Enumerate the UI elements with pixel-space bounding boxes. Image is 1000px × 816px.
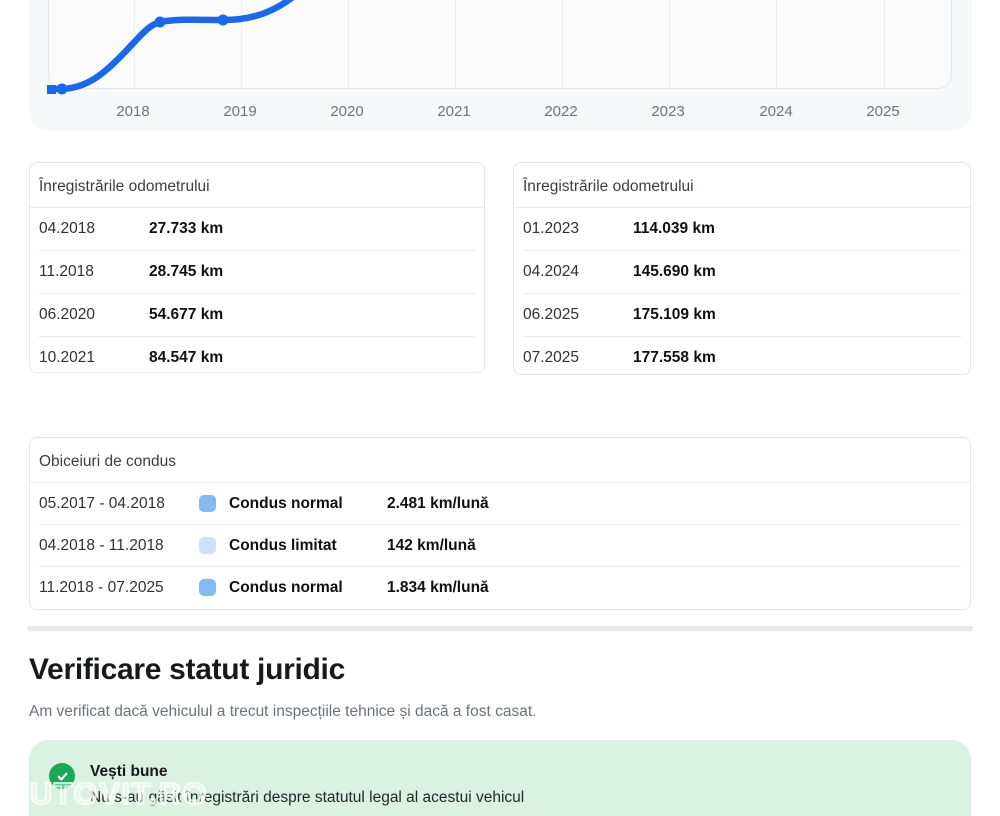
gridline bbox=[348, 0, 349, 88]
odometer-km: 54.677 km bbox=[149, 306, 224, 323]
chart-marker-start bbox=[47, 85, 56, 94]
odometer-km: 84.547 km bbox=[149, 349, 224, 366]
odometer-records-card-2: Înregistrările odometrului 01.2023 114.0… bbox=[513, 162, 971, 375]
odometer-row: 10.2021 84.547 km bbox=[39, 337, 475, 379]
habit-value: 2.481 km/lună bbox=[387, 494, 489, 512]
odometer-date: 07.2025 bbox=[523, 349, 580, 366]
habit-value: 1.834 km/lună bbox=[387, 578, 489, 596]
gridline bbox=[776, 0, 777, 88]
odometer-line bbox=[47, 0, 295, 95]
gridline bbox=[669, 0, 670, 88]
odometer-row: 06.2020 54.677 km bbox=[39, 294, 475, 337]
x-tick-label: 2024 bbox=[759, 103, 793, 120]
banner-title: Vești bune bbox=[90, 763, 168, 780]
chart-line bbox=[47, 0, 295, 93]
driving-habits-card: Obiceiuri de condus 05.2017 - 04.2018 Co… bbox=[29, 437, 971, 610]
x-tick-label: 2021 bbox=[437, 103, 471, 120]
odometer-chart: 2018 2019 2020 2021 2022 2023 2024 2025 bbox=[29, 0, 972, 131]
legal-section-title: Verificare statut juridic bbox=[29, 653, 345, 686]
chart-marker bbox=[154, 16, 166, 28]
odometer-date: 06.2025 bbox=[523, 306, 580, 323]
odometer-km: 28.745 km bbox=[149, 263, 224, 280]
odometer-date: 06.2020 bbox=[39, 306, 96, 323]
odometer-date: 10.2021 bbox=[39, 349, 96, 366]
odometer-row: 04.2024 145.690 km bbox=[523, 251, 961, 294]
odometer-records-card-1: Înregistrările odometrului 04.2018 27.73… bbox=[29, 162, 485, 373]
habit-color-swatch bbox=[199, 537, 216, 554]
legal-section-subtitle: Am verificat dacă vehiculul a trecut ins… bbox=[29, 703, 537, 720]
habit-period: 11.2018 - 07.2025 bbox=[39, 578, 164, 596]
gridline bbox=[884, 0, 885, 88]
odometer-km: 27.733 km bbox=[149, 220, 224, 237]
odometer-date: 04.2018 bbox=[39, 220, 96, 237]
x-tick-label: 2018 bbox=[116, 103, 150, 120]
card-title: Obiceiuri de condus bbox=[30, 438, 970, 483]
autovit-watermark: AUTOVIT.RO bbox=[5, 775, 209, 812]
habit-period: 05.2017 - 04.2018 bbox=[39, 494, 165, 512]
chart-marker bbox=[56, 83, 68, 95]
habit-row: 11.2018 - 07.2025 Condus normal 1.834 km… bbox=[39, 567, 961, 608]
odometer-row: 11.2018 28.745 km bbox=[39, 251, 475, 294]
habit-row: 05.2017 - 04.2018 Condus normal 2.481 km… bbox=[39, 483, 961, 525]
odometer-km: 114.039 km bbox=[633, 220, 715, 237]
card-title: Înregistrările odometrului bbox=[30, 163, 484, 208]
gridline bbox=[241, 0, 242, 88]
odometer-km: 145.690 km bbox=[633, 263, 716, 280]
chart-marker bbox=[217, 14, 229, 26]
gridline bbox=[562, 0, 563, 88]
card-title: Înregistrările odometrului bbox=[514, 163, 970, 208]
x-tick-label: 2023 bbox=[651, 103, 685, 120]
habit-row: 04.2018 - 11.2018 Condus limitat 142 km/… bbox=[39, 525, 961, 567]
odometer-date: 04.2024 bbox=[523, 263, 580, 280]
odometer-row: 01.2023 114.039 km bbox=[523, 208, 961, 251]
habit-label: Condus normal bbox=[229, 494, 343, 512]
good-news-banner: Vești bune Nu s-au găsit înregistrări de… bbox=[29, 740, 971, 816]
x-tick-label: 2022 bbox=[544, 103, 578, 120]
chart-plot-area bbox=[47, 0, 952, 95]
odometer-row: 07.2025 177.558 km bbox=[523, 337, 961, 379]
x-tick-label: 2025 bbox=[866, 103, 900, 120]
x-tick-label: 2019 bbox=[223, 103, 257, 120]
odometer-km: 175.109 km bbox=[633, 306, 716, 323]
habit-label: Condus limitat bbox=[229, 536, 337, 554]
odometer-date: 01.2023 bbox=[523, 220, 580, 237]
habit-label: Condus normal bbox=[229, 578, 343, 596]
gridline bbox=[455, 0, 456, 88]
chart-x-axis: 2018 2019 2020 2021 2022 2023 2024 2025 bbox=[29, 103, 972, 123]
habit-color-swatch bbox=[199, 579, 216, 596]
x-tick-label: 2020 bbox=[330, 103, 364, 120]
odometer-km: 177.558 km bbox=[633, 349, 716, 366]
odometer-row: 04.2018 27.733 km bbox=[39, 208, 475, 251]
section-divider bbox=[27, 626, 973, 631]
habit-color-swatch bbox=[199, 495, 216, 512]
habit-value: 142 km/lună bbox=[387, 536, 476, 554]
habit-period: 04.2018 - 11.2018 bbox=[39, 536, 164, 554]
odometer-date: 11.2018 bbox=[39, 263, 94, 280]
banner-text: Nu s-au găsit înregistrări despre statut… bbox=[90, 789, 525, 806]
check-circle-icon bbox=[49, 763, 75, 789]
odometer-row: 06.2025 175.109 km bbox=[523, 294, 961, 337]
